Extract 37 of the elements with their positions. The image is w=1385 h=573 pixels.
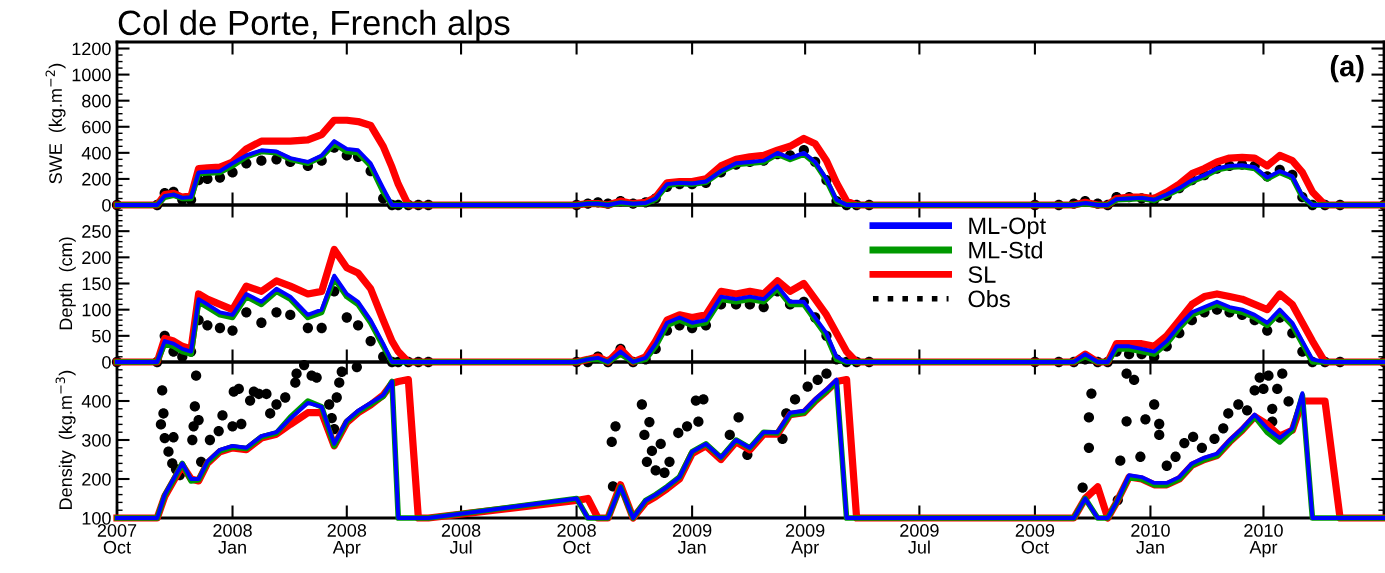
y-axis-title: Depth (cm) <box>58 237 76 330</box>
y-tick-label: 400 <box>81 394 111 408</box>
y-tick-label: 600 <box>82 120 111 134</box>
y-tick-label: 200 <box>82 472 111 486</box>
y-axis-title: Density (kg.m$^{−3}$) <box>55 370 76 509</box>
y-tick-label: 0 <box>102 198 111 212</box>
y-tick-label: 1200 <box>72 42 111 56</box>
y-axis-title: SWE (kg.m$^{−2}$) <box>45 63 66 184</box>
x-tick-label: 2008 Oct <box>557 524 596 554</box>
legend-label: SL <box>968 266 996 283</box>
x-tick-label: 2009 Jul <box>900 524 939 554</box>
x-tick-label: 2009 Oct <box>1015 524 1055 554</box>
y-tick-label: 150 <box>82 277 111 291</box>
y-tick-label: 100 <box>82 303 111 317</box>
y-tick-label: 100 <box>82 511 111 525</box>
x-tick-label: 2010 Apr <box>1244 524 1283 558</box>
x-tick-label: 2008 Jan <box>213 524 252 554</box>
y-tick-label: 50 <box>92 329 111 343</box>
y-tick-label: 1000 <box>72 68 111 82</box>
legend-label: ML-Std <box>969 241 1042 259</box>
x-tick-label: 2007 Oct <box>97 524 137 554</box>
legend-label: ML-Opt <box>969 217 1046 239</box>
y-tick-label: 400 <box>81 146 111 160</box>
y-tick-label: 300 <box>82 433 111 447</box>
y-tick-label: 200 <box>82 251 111 265</box>
x-tick-label: 2009 Apr <box>785 524 825 558</box>
annotation: (a) <box>1330 55 1364 83</box>
legend-label: Obs <box>968 289 1010 308</box>
y-tick-label: 200 <box>82 172 111 186</box>
y-tick-label: 800 <box>82 94 111 108</box>
chart-title: Col de Porte, French alps <box>118 9 510 42</box>
x-tick-label: 2008 Apr <box>327 524 367 558</box>
x-tick-label: 2010 Jan <box>1131 524 1170 554</box>
x-tick-label: 2008 Jul <box>441 524 481 554</box>
y-tick-label: 250 <box>82 225 111 238</box>
x-tick-label: 2009 Jan <box>672 524 712 554</box>
y-tick-label: 0 <box>102 355 111 369</box>
